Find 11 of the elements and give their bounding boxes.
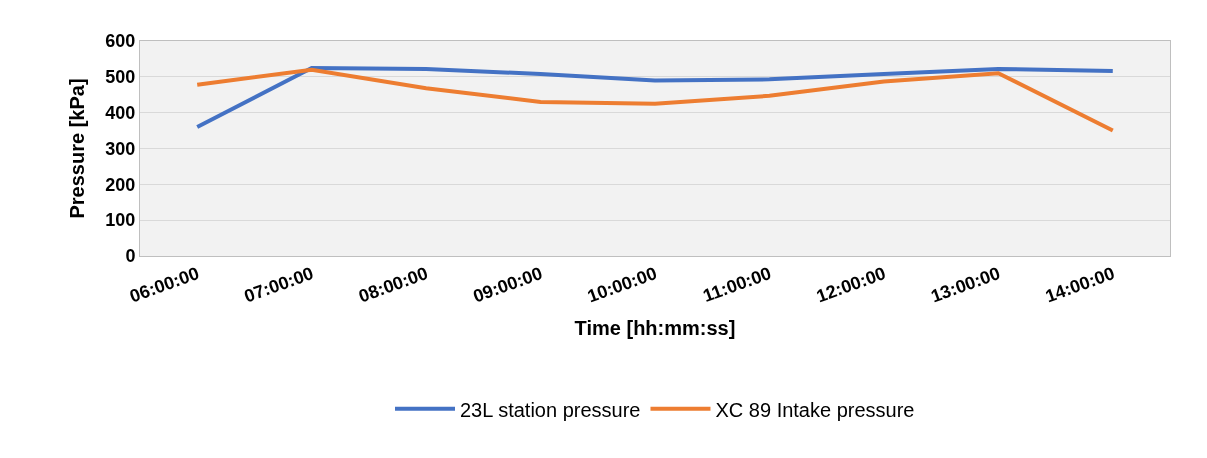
y-tick-label: 600	[105, 31, 136, 52]
x-axis-title: Time [hh:mm:ss]	[574, 316, 736, 339]
y-tick-label: 0	[125, 246, 136, 267]
y-tick-label: 300	[105, 138, 136, 159]
legend-label: XC 89 Intake pressure	[715, 398, 915, 421]
y-tick-label: 500	[105, 67, 136, 88]
y-axis-title: Pressure [kPa]	[65, 78, 88, 219]
y-tick-label: 100	[105, 210, 136, 231]
y-tick-label: 400	[105, 102, 136, 123]
legend-label: 23L station pressure	[460, 398, 641, 421]
y-tick-label: 200	[105, 174, 136, 195]
